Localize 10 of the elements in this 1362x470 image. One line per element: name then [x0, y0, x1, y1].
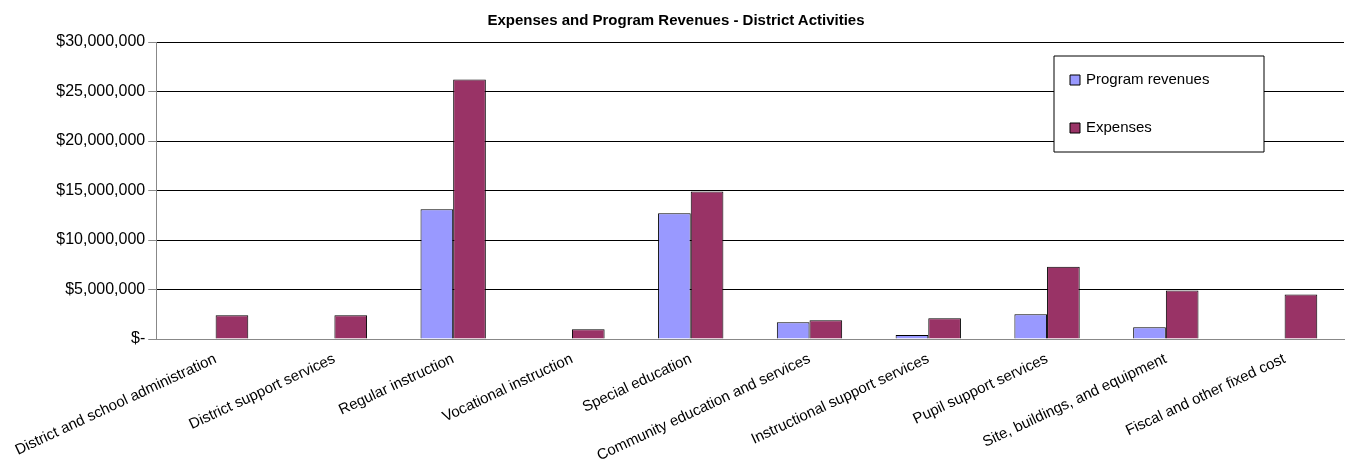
legend-label: Expenses	[1086, 118, 1152, 136]
y-tick-label: $30,000,000	[56, 32, 146, 50]
y-tick-label: $25,000,000	[56, 81, 146, 99]
chart-title: Expenses and Program Revenues - District Activities	[487, 11, 865, 29]
y-tick-label: $10,000,000	[56, 230, 146, 248]
legend-label: Program revenues	[1086, 70, 1210, 88]
y-tick-label: $15,000,000	[56, 180, 146, 198]
y-tick-label: $-	[131, 329, 146, 347]
y-tick-label: $5,000,000	[65, 279, 146, 297]
y-tick-label: $20,000,000	[56, 131, 146, 149]
